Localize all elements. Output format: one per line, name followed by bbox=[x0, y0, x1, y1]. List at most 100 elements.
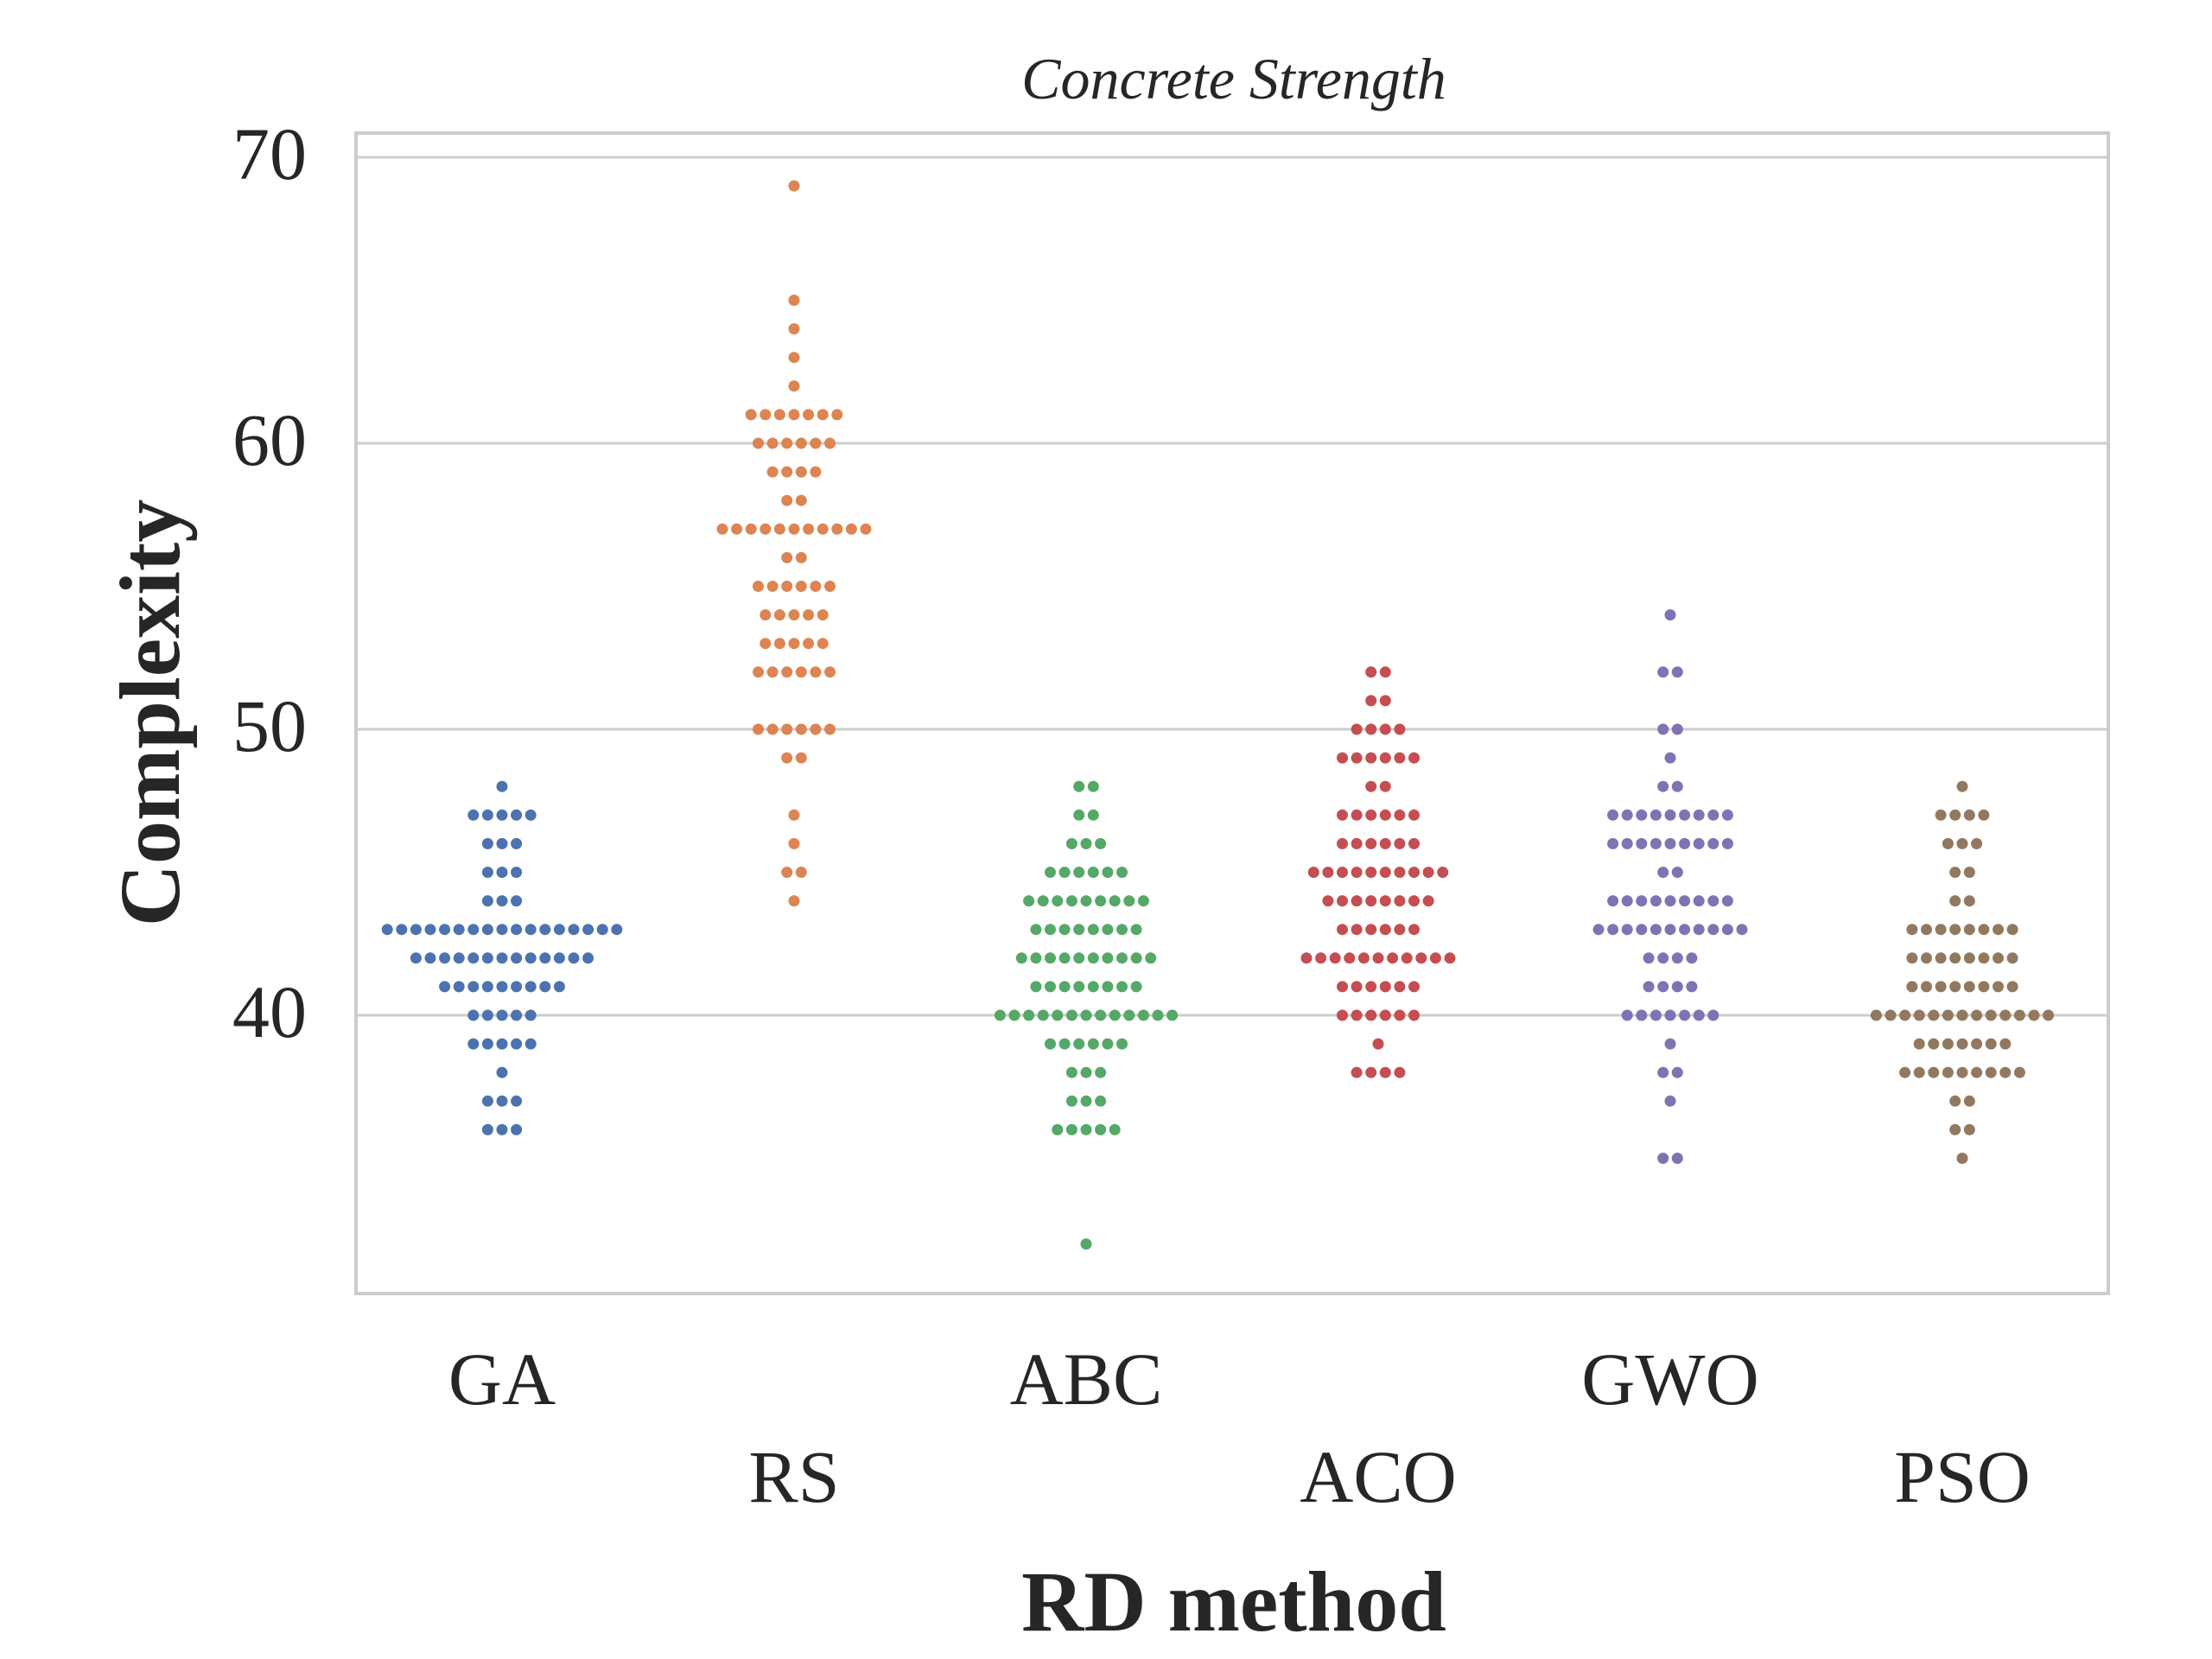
data-point bbox=[781, 752, 793, 764]
data-point bbox=[1949, 809, 1961, 821]
data-point bbox=[788, 380, 800, 392]
data-point bbox=[481, 952, 493, 964]
data-point bbox=[1102, 867, 1114, 878]
data-point bbox=[2028, 1009, 2040, 1021]
data-point bbox=[524, 1038, 537, 1050]
data-point bbox=[1928, 1009, 1940, 1021]
data-point bbox=[1137, 1009, 1149, 1021]
data-point bbox=[1649, 1009, 1662, 1021]
data-point bbox=[1095, 1123, 1107, 1135]
data-point bbox=[1087, 1038, 1099, 1050]
data-point bbox=[1935, 981, 1947, 993]
data-point bbox=[1337, 752, 1348, 764]
data-point bbox=[810, 666, 822, 678]
data-point bbox=[1130, 952, 1142, 964]
data-point bbox=[781, 437, 793, 449]
data-point bbox=[1664, 895, 1676, 907]
data-point bbox=[1942, 1038, 1954, 1050]
data-point bbox=[1949, 952, 1961, 964]
x-tick-label: RS bbox=[748, 1435, 839, 1518]
data-point bbox=[1679, 1009, 1691, 1021]
data-point bbox=[1073, 924, 1085, 936]
data-point bbox=[1102, 924, 1114, 936]
data-point bbox=[745, 409, 757, 421]
swarm-ga bbox=[381, 780, 623, 1135]
data-point bbox=[845, 523, 857, 535]
data-point bbox=[1080, 1009, 1092, 1021]
data-point bbox=[1329, 952, 1341, 964]
data-point bbox=[2043, 1009, 2055, 1021]
data-point bbox=[1394, 981, 1406, 993]
data-point bbox=[1123, 1009, 1135, 1021]
data-point bbox=[1408, 981, 1420, 993]
data-point bbox=[1351, 1009, 1363, 1021]
data-point bbox=[1300, 952, 1313, 964]
data-point bbox=[824, 437, 836, 449]
data-point bbox=[1671, 867, 1683, 878]
x-tick-label: GA bbox=[448, 1338, 556, 1421]
data-point bbox=[1365, 809, 1377, 821]
data-point bbox=[1935, 952, 1947, 964]
data-point bbox=[1686, 952, 1698, 964]
data-point bbox=[1636, 837, 1648, 849]
swarm-aco bbox=[1300, 666, 1456, 1078]
data-point bbox=[1408, 867, 1420, 878]
data-point bbox=[1087, 780, 1099, 792]
data-point bbox=[1408, 1009, 1420, 1021]
data-point bbox=[1971, 1038, 1983, 1050]
data-point bbox=[760, 409, 772, 421]
data-point bbox=[766, 437, 779, 449]
data-point bbox=[1052, 1123, 1064, 1135]
data-point bbox=[596, 924, 608, 936]
data-point bbox=[1956, 1038, 1968, 1050]
data-point bbox=[1365, 723, 1377, 735]
data-point bbox=[496, 1123, 508, 1135]
data-point bbox=[1080, 895, 1092, 907]
data-point bbox=[1649, 895, 1662, 907]
data-point bbox=[511, 809, 523, 821]
data-point bbox=[511, 1095, 523, 1107]
data-point bbox=[1993, 952, 2004, 964]
y-tick-label: 70 bbox=[232, 112, 307, 195]
data-point bbox=[788, 523, 800, 535]
grid-lines bbox=[356, 156, 2108, 1017]
data-point bbox=[1657, 952, 1669, 964]
data-point bbox=[496, 895, 508, 907]
data-point bbox=[788, 323, 800, 335]
data-point bbox=[1707, 837, 1719, 849]
data-point bbox=[810, 466, 822, 478]
data-point bbox=[1408, 809, 1420, 821]
data-point bbox=[1636, 1009, 1648, 1021]
data-point bbox=[1993, 981, 2004, 993]
y-tick-label: 60 bbox=[232, 398, 307, 481]
data-point bbox=[481, 1123, 493, 1135]
data-point bbox=[831, 523, 843, 535]
data-point bbox=[1065, 895, 1077, 907]
data-point bbox=[1963, 981, 1975, 993]
data-point bbox=[467, 1009, 480, 1021]
data-point bbox=[781, 666, 793, 678]
data-point bbox=[831, 409, 843, 421]
data-point bbox=[803, 609, 815, 621]
data-point bbox=[1137, 895, 1149, 907]
data-point bbox=[1408, 924, 1420, 936]
swarm-pso bbox=[1870, 780, 2055, 1164]
data-point bbox=[1993, 924, 2004, 936]
data-point bbox=[1649, 837, 1662, 849]
data-point bbox=[1351, 981, 1363, 993]
data-point bbox=[410, 924, 422, 936]
data-point bbox=[1928, 1066, 1940, 1078]
data-point bbox=[803, 409, 815, 421]
data-point bbox=[817, 638, 829, 650]
data-point bbox=[1095, 895, 1107, 907]
data-point bbox=[2013, 1066, 2025, 1078]
data-point bbox=[1671, 952, 1683, 964]
data-point bbox=[1636, 809, 1648, 821]
data-point bbox=[795, 867, 807, 878]
data-point bbox=[1422, 867, 1434, 878]
data-point bbox=[1999, 1009, 2012, 1021]
data-point bbox=[496, 809, 508, 821]
data-point bbox=[511, 1123, 523, 1135]
data-point bbox=[1978, 809, 1990, 821]
data-point bbox=[795, 723, 807, 735]
